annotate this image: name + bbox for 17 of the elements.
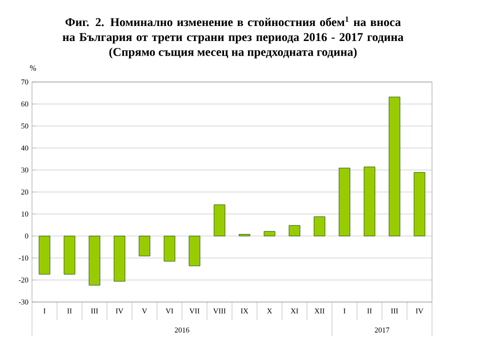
bar xyxy=(414,172,426,236)
bar xyxy=(314,216,326,236)
bar xyxy=(364,166,376,236)
bar xyxy=(88,236,100,286)
bar xyxy=(188,236,200,266)
bar xyxy=(64,236,76,274)
bar xyxy=(214,204,226,236)
bar xyxy=(388,96,400,236)
chart-title: Фиг. 2. Номинално изменение в стойностния обем$^{1}$ на вноса на България от трети страни през периода 2016 - 2017 година xyxy=(62,16,404,44)
bar xyxy=(138,236,150,256)
bar xyxy=(264,231,276,236)
chart-subtitle: (Спрямо същия месец на предходната година) xyxy=(109,48,357,58)
bar xyxy=(114,236,126,282)
bar xyxy=(288,225,300,236)
bar xyxy=(338,168,350,236)
bar xyxy=(38,236,50,274)
bar xyxy=(164,236,176,262)
